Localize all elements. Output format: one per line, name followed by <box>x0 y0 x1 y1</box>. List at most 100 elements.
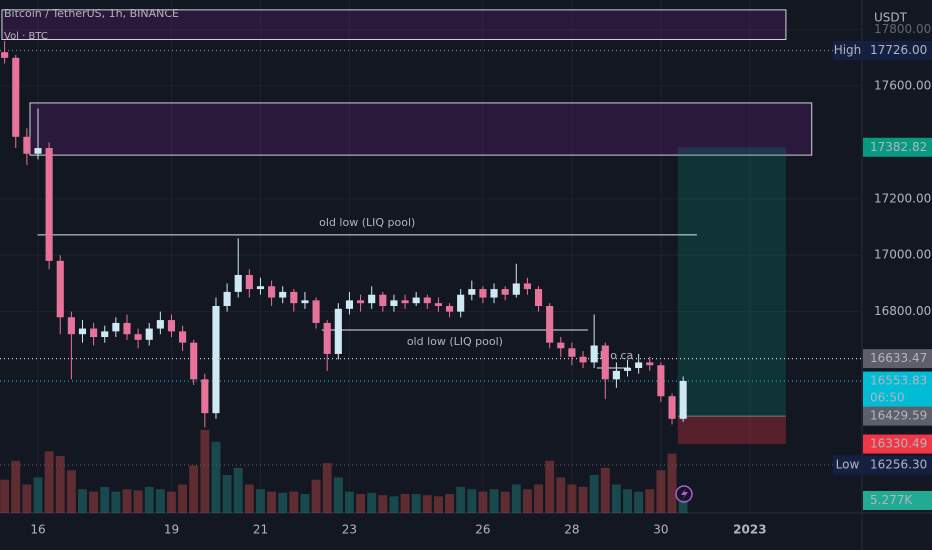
volume-bar <box>167 491 176 513</box>
line-label: old low (LIQ pool) <box>407 335 503 348</box>
candle-body <box>635 362 643 369</box>
volume-bar <box>22 484 32 513</box>
candle-body <box>12 57 20 137</box>
candle-body <box>479 289 487 298</box>
volume-bar <box>445 494 455 513</box>
volume-bar <box>400 494 410 513</box>
candle-body <box>34 148 42 154</box>
candle-body <box>56 260 64 318</box>
candle-body <box>546 305 554 343</box>
volume-bar <box>211 441 221 513</box>
candle-body <box>212 305 220 414</box>
zone <box>1 9 787 40</box>
price-tag-box <box>833 40 862 60</box>
volume-bar <box>11 460 21 513</box>
price-tag-box <box>833 455 862 475</box>
price-label-box <box>863 40 932 60</box>
volume-bar <box>267 491 277 513</box>
volume-bar <box>589 475 599 513</box>
volume-bar <box>189 465 199 513</box>
volume-bar <box>111 491 121 513</box>
volume-bar <box>634 491 644 513</box>
volume-bar <box>422 495 432 513</box>
volume-label: 5.277K <box>870 493 913 507</box>
volume-bar <box>333 477 343 513</box>
candle-body <box>301 300 309 304</box>
volume-bar <box>522 489 532 513</box>
candle-body <box>523 283 531 290</box>
candle-body <box>112 322 120 332</box>
candle-body <box>445 305 454 312</box>
alert-icon-bolt <box>681 488 688 500</box>
candle-body <box>167 320 176 332</box>
candle-body <box>290 291 298 304</box>
volume-bar <box>489 489 499 513</box>
volume-bar <box>300 494 310 513</box>
volume-bar <box>55 456 65 513</box>
volume-bar <box>322 463 332 513</box>
volume-bar <box>344 491 354 513</box>
candle-body <box>557 342 565 349</box>
volume-bar <box>144 486 154 513</box>
y-tick-label: 17200.00 <box>874 191 931 205</box>
volume-bar <box>567 484 577 513</box>
candle-body <box>490 289 498 298</box>
x-tick-label: 30 <box>653 523 668 537</box>
zone <box>29 102 813 156</box>
volume-bar <box>44 451 54 513</box>
volume-bar <box>678 500 688 513</box>
volume-bar <box>356 494 366 513</box>
volume-bar <box>389 496 399 513</box>
volume-bar <box>33 477 43 513</box>
price-tag: High <box>834 43 862 57</box>
price-label: 17382.82 <box>870 140 927 154</box>
candle-body <box>190 342 198 380</box>
candle-body <box>312 300 320 323</box>
x-tick-label: 21 <box>253 523 268 537</box>
candle-body <box>512 283 520 295</box>
price-label-box <box>863 349 932 369</box>
x-tick-label: 2023 <box>733 523 766 537</box>
candle-body <box>23 136 31 154</box>
candle-body <box>179 331 187 343</box>
x-tick-label: 16 <box>30 523 45 537</box>
y-tick-label: 17600.00 <box>874 79 931 93</box>
line-label: old low (LIQ pool) <box>319 216 415 229</box>
volume-bar <box>378 495 388 513</box>
alert-icon[interactable] <box>675 485 693 503</box>
volume-bar <box>478 491 488 513</box>
volume-bar <box>611 484 621 513</box>
candle-body <box>668 396 676 419</box>
candle-body <box>379 294 387 306</box>
price-tag: Low <box>836 457 860 471</box>
candle-body <box>457 294 465 312</box>
candle-body <box>123 322 131 335</box>
candle-body <box>1 52 9 58</box>
volume-bar <box>100 486 110 513</box>
price-label-box <box>863 371 932 408</box>
candle-body <box>134 334 142 340</box>
candle-body <box>423 297 431 304</box>
candle-body <box>67 317 75 335</box>
volume-bar <box>600 467 610 513</box>
candle-body <box>646 362 654 366</box>
candle-body <box>101 331 109 338</box>
plot: old low (LIQ pool)old low (LIQ pool)ch o… <box>0 0 862 513</box>
volume-bar <box>545 460 555 513</box>
volume-bar <box>433 496 443 513</box>
volume-bar <box>233 467 243 513</box>
candle-body <box>334 308 342 354</box>
price-label: 17726.00 <box>870 43 927 57</box>
profit-zone <box>677 147 786 417</box>
candle-body <box>368 294 376 304</box>
volume-bar <box>155 489 165 513</box>
volume-bar <box>133 490 143 513</box>
candle-body <box>601 345 609 380</box>
candle-body <box>245 274 253 290</box>
candle-body <box>45 148 53 261</box>
candle-body <box>612 370 620 380</box>
volume-bar <box>367 492 377 513</box>
candle-body <box>590 345 598 363</box>
x-tick-label: 28 <box>564 523 579 537</box>
